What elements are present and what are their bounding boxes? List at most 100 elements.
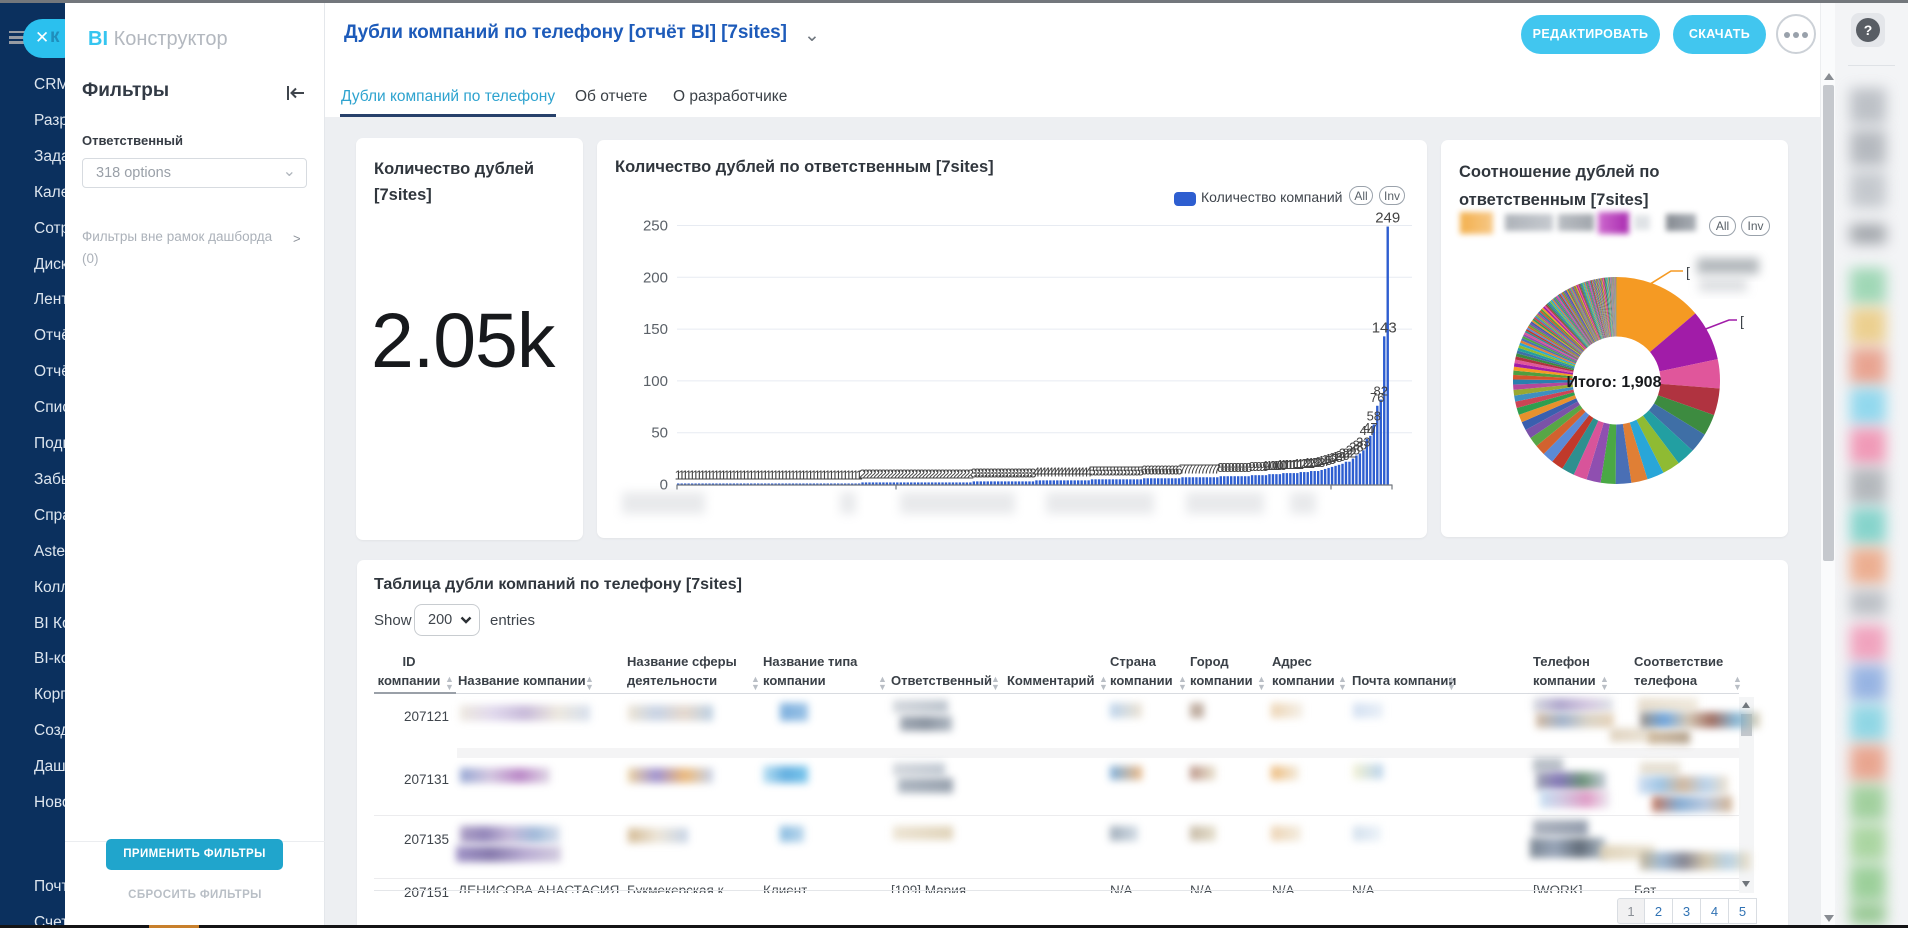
svg-text:11: 11 (1287, 457, 1301, 472)
svg-text:1: 1 (848, 467, 855, 482)
svg-text:6: 6 (1168, 462, 1175, 477)
svg-text:3: 3 (1029, 465, 1036, 480)
svg-text:8: 8 (1231, 460, 1238, 475)
svg-text:3: 3 (974, 465, 981, 480)
svg-text:4: 4 (1043, 464, 1050, 479)
svg-text:1: 1 (734, 467, 741, 482)
svg-text:8: 8 (1224, 460, 1231, 475)
svg-text:9: 9 (1255, 459, 1262, 474)
svg-text:3: 3 (1008, 465, 1015, 480)
svg-text:1: 1 (723, 467, 730, 482)
svg-text:1: 1 (692, 467, 699, 482)
svg-text:2: 2 (866, 466, 873, 481)
svg-text:5: 5 (1123, 463, 1130, 478)
svg-text:3: 3 (991, 465, 998, 480)
svg-text:44: 44 (1360, 423, 1374, 438)
svg-text:4: 4 (1033, 464, 1040, 479)
svg-text:4: 4 (1036, 464, 1043, 479)
svg-text:5: 5 (1113, 463, 1120, 478)
svg-text:1: 1 (793, 467, 800, 482)
svg-text:7: 7 (1196, 461, 1203, 476)
svg-text:3: 3 (1026, 465, 1033, 480)
svg-text:18: 18 (1328, 450, 1342, 465)
svg-text:1: 1 (737, 467, 744, 482)
svg-text:5: 5 (1106, 463, 1113, 478)
svg-text:1: 1 (678, 467, 685, 482)
svg-text:0: 0 (660, 477, 668, 494)
svg-text:9: 9 (1262, 459, 1269, 474)
svg-text:4: 4 (1068, 464, 1075, 479)
svg-text:7: 7 (1214, 461, 1221, 476)
svg-text:1: 1 (842, 467, 849, 482)
svg-text:2: 2 (946, 466, 953, 481)
svg-text:2: 2 (932, 466, 939, 481)
svg-text:2: 2 (859, 466, 866, 481)
svg-text:6: 6 (1144, 462, 1151, 477)
svg-text:3: 3 (988, 465, 995, 480)
svg-text:3: 3 (1005, 465, 1012, 480)
svg-text:22: 22 (1342, 446, 1356, 461)
svg-text:12: 12 (1297, 456, 1311, 471)
svg-text:1: 1 (762, 467, 769, 482)
svg-text:5: 5 (1127, 463, 1134, 478)
svg-text:3: 3 (1022, 465, 1029, 480)
svg-text:6: 6 (1158, 462, 1165, 477)
svg-text:2: 2 (963, 466, 970, 481)
svg-text:1: 1 (807, 467, 814, 482)
svg-text:5: 5 (1088, 463, 1095, 478)
svg-text:3: 3 (970, 465, 977, 480)
svg-text:9: 9 (1259, 459, 1266, 474)
svg-text:2: 2 (911, 466, 918, 481)
svg-text:2: 2 (862, 466, 869, 481)
svg-text:4: 4 (1071, 464, 1078, 479)
svg-text:7: 7 (1210, 461, 1217, 476)
svg-text:10: 10 (1262, 458, 1276, 473)
svg-text:2: 2 (887, 466, 894, 481)
svg-text:1: 1 (855, 467, 862, 482)
svg-text:16: 16 (1321, 452, 1335, 467)
svg-text:6: 6 (1151, 462, 1158, 477)
svg-text:2: 2 (918, 466, 925, 481)
svg-text:8: 8 (1238, 460, 1245, 475)
svg-text:1: 1 (765, 467, 772, 482)
svg-text:4: 4 (1061, 464, 1068, 479)
svg-text:10: 10 (1273, 458, 1287, 473)
svg-text:3: 3 (981, 465, 988, 480)
svg-text:5: 5 (1109, 463, 1116, 478)
svg-text:7: 7 (1203, 461, 1210, 476)
svg-text:2: 2 (880, 466, 887, 481)
svg-text:2: 2 (960, 466, 967, 481)
svg-text:28: 28 (1349, 439, 1363, 454)
svg-text:1: 1 (772, 467, 779, 482)
svg-text:14: 14 (1314, 454, 1328, 469)
svg-text:3: 3 (977, 465, 984, 480)
svg-text:2: 2 (953, 466, 960, 481)
svg-text:1: 1 (831, 467, 838, 482)
svg-text:7: 7 (1200, 461, 1207, 476)
svg-text:19: 19 (1332, 449, 1346, 464)
svg-text:1: 1 (817, 467, 824, 482)
svg-text:1: 1 (828, 467, 835, 482)
svg-text:8: 8 (1235, 460, 1242, 475)
svg-text:8: 8 (1245, 460, 1252, 475)
svg-text:6: 6 (1162, 462, 1169, 477)
svg-text:5: 5 (1137, 463, 1144, 478)
svg-text:[: [ (1740, 313, 1744, 329)
svg-text:100: 100 (643, 373, 668, 390)
svg-text:1: 1 (786, 467, 793, 482)
svg-text:Итого: 1,908: Итого: 1,908 (1567, 374, 1662, 391)
svg-text:1: 1 (810, 467, 817, 482)
svg-text:6: 6 (1172, 462, 1179, 477)
svg-text:22: 22 (1339, 446, 1353, 461)
svg-text:5: 5 (1116, 463, 1123, 478)
svg-text:5: 5 (1092, 463, 1099, 478)
svg-text:1: 1 (821, 467, 828, 482)
svg-text:20: 20 (1335, 448, 1349, 463)
svg-text:1: 1 (755, 467, 762, 482)
svg-text:1: 1 (824, 467, 831, 482)
svg-text:1: 1 (682, 467, 689, 482)
svg-text:1: 1 (685, 467, 692, 482)
svg-text:8: 8 (1242, 460, 1249, 475)
svg-text:1: 1 (751, 467, 758, 482)
svg-text:1: 1 (688, 467, 695, 482)
